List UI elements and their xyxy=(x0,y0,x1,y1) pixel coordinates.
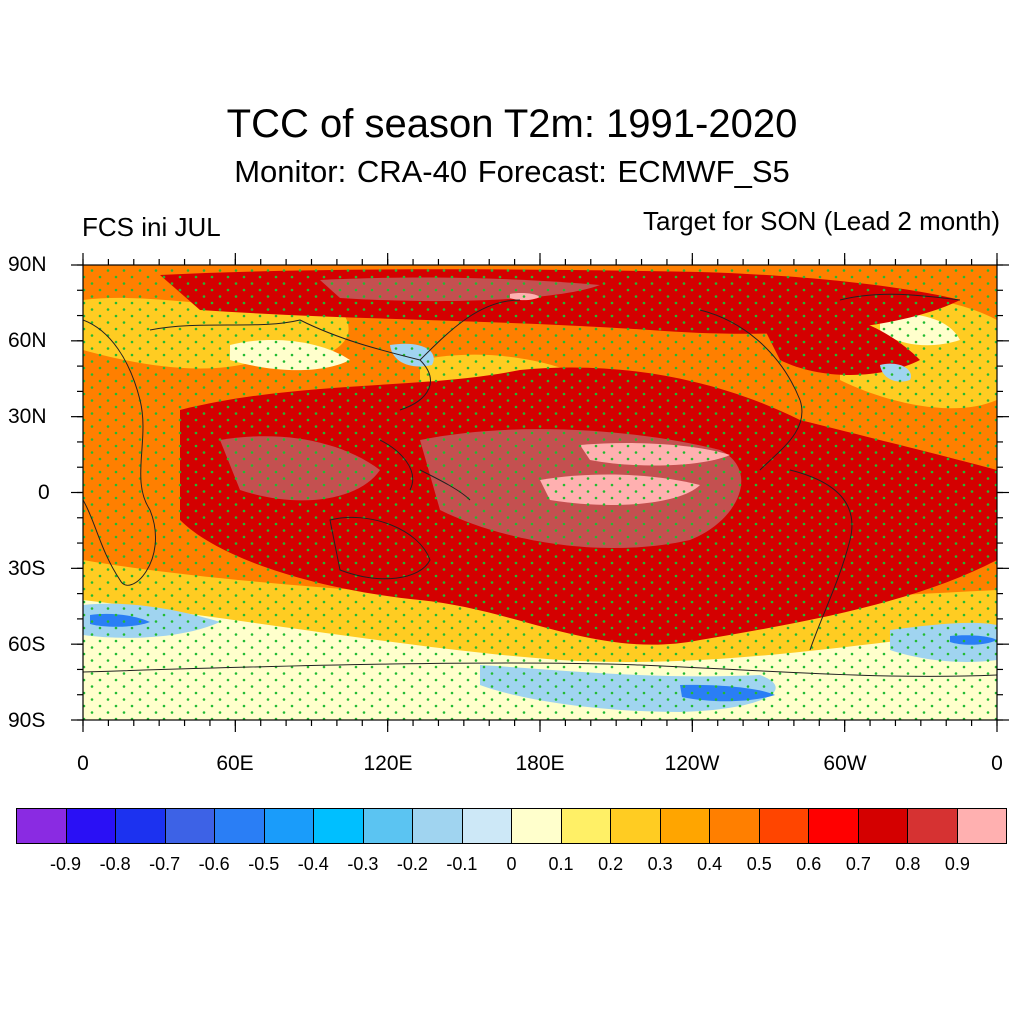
y-tick-label: 60N xyxy=(8,329,47,352)
x-tick-label: 120W xyxy=(664,752,720,775)
colorbar-label: -0.4 xyxy=(297,854,329,874)
initialization-label: FCS ini JUL xyxy=(82,212,221,242)
colorbar-label: 0.9 xyxy=(944,854,970,874)
page-subtitle: Monitor: CRA-40 Forecast: ECMWF_S5 xyxy=(234,154,790,189)
colorbar-cell xyxy=(264,809,314,843)
y-tick-label: 30N xyxy=(8,405,47,428)
colorbar-cell xyxy=(363,809,413,843)
y-tick-label: 30S xyxy=(8,557,46,580)
colorbar-cell xyxy=(809,809,859,843)
x-tick-label: 60W xyxy=(823,752,867,775)
colorbar-label: -0.7 xyxy=(149,854,181,874)
colorbar-cell xyxy=(858,809,908,843)
colorbar-label: -0.5 xyxy=(248,854,280,874)
x-tick-label: 0 xyxy=(77,752,89,775)
significance-stippling xyxy=(83,265,997,720)
colorbar-label: 0.1 xyxy=(548,854,574,874)
target-label: Target for SON (Lead 2 month) xyxy=(643,206,1000,236)
x-tick-label: 120E xyxy=(363,752,413,775)
y-tick-label: 90S xyxy=(8,709,46,732)
colorbar-label: 0.7 xyxy=(845,854,871,874)
colorbar-cell xyxy=(561,809,611,843)
x-tick-label: 60E xyxy=(216,752,254,775)
colorbar xyxy=(16,808,1007,844)
colorbar-cell xyxy=(413,809,463,843)
colorbar-cell xyxy=(908,809,958,843)
colorbar-cell xyxy=(957,809,1006,843)
colorbar-cell xyxy=(215,809,265,843)
colorbar-cell xyxy=(66,809,116,843)
colorbar-label: 0.5 xyxy=(746,854,772,874)
colorbar-label: -0.6 xyxy=(198,854,230,874)
y-tick-label: 90N xyxy=(8,253,47,276)
y-tick-label: 0 xyxy=(38,481,50,504)
coastlines xyxy=(83,293,997,677)
colorbar-cell xyxy=(710,809,760,843)
colorbar-cell xyxy=(116,809,166,843)
colorbar-label: 0.6 xyxy=(796,854,822,874)
colorbar-label: 0 xyxy=(506,854,517,874)
x-tick-label: 0 xyxy=(991,752,1003,775)
colorbar-cell xyxy=(314,809,364,843)
colorbar-label: -0.1 xyxy=(446,854,478,874)
colorbar-label: -0.3 xyxy=(347,854,379,874)
colorbar-label: -0.8 xyxy=(99,854,131,874)
major-ticks xyxy=(71,253,1009,732)
colorbar-cell xyxy=(512,809,562,843)
colorbar-label: -0.9 xyxy=(50,854,82,874)
colorbar-cell xyxy=(462,809,512,843)
colorbar-label: -0.2 xyxy=(396,854,428,874)
page-title: TCC of season T2m: 1991-2020 xyxy=(226,102,798,146)
colorbar-label: 0.4 xyxy=(697,854,723,874)
colorbar-cell xyxy=(611,809,661,843)
colorbar-cell xyxy=(165,809,215,843)
colorbar-label: 0.2 xyxy=(598,854,624,874)
colorbar-cell xyxy=(759,809,809,843)
colorbar-label: 0.8 xyxy=(895,854,921,874)
colorbar-label: 0.3 xyxy=(647,854,673,874)
colorbar-cell xyxy=(660,809,710,843)
colorbar-cell xyxy=(17,809,67,843)
x-tick-label: 180E xyxy=(515,752,565,775)
y-tick-label: 60S xyxy=(8,633,46,656)
